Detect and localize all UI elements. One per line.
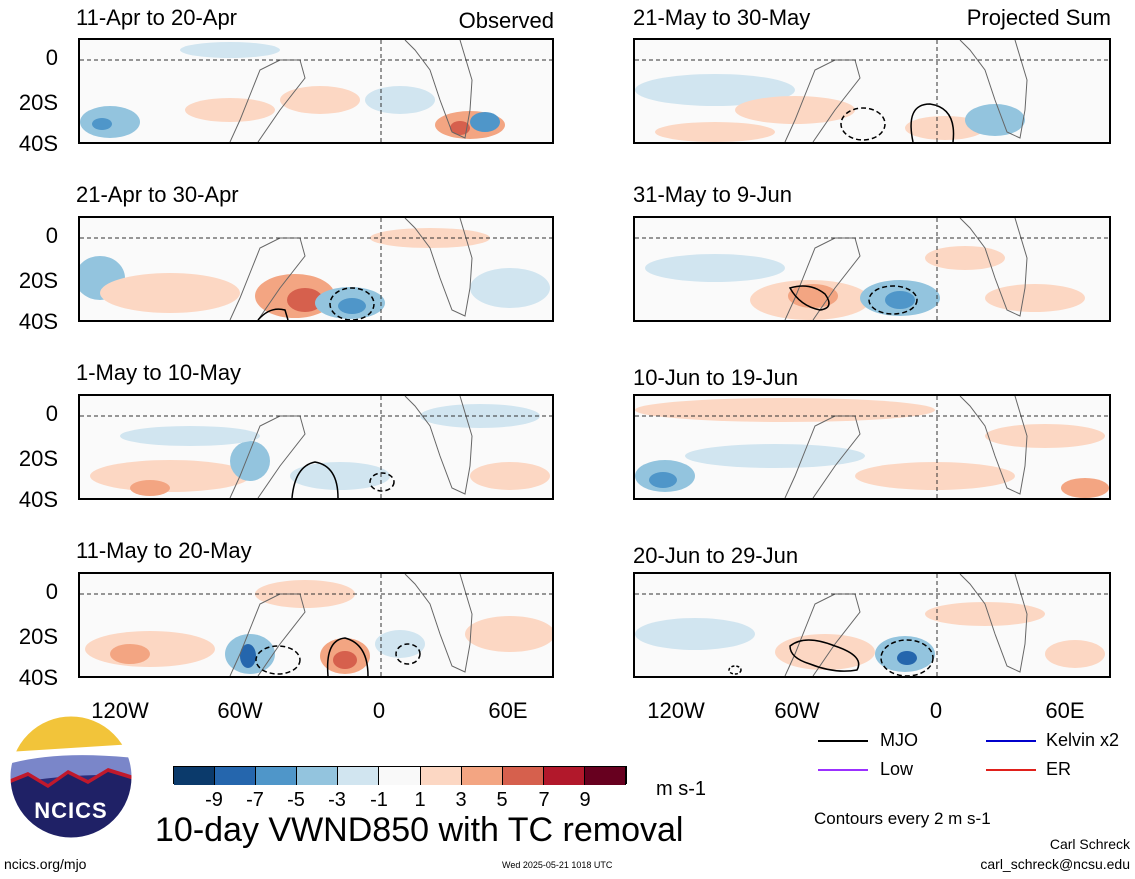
legend-label: ER (1046, 759, 1072, 779)
panel-title: 10-Jun to 19-Jun (633, 365, 799, 390)
colorbar-swatch (461, 767, 503, 785)
colorbar-swatch (543, 767, 585, 785)
lon-label: 60W (217, 698, 263, 723)
lon-label: 60E (1045, 698, 1085, 723)
colorbar-swatch (502, 767, 544, 785)
legend-label: Kelvin x2 (1046, 730, 1120, 750)
colorbar-swatch (297, 767, 339, 785)
map-panel (78, 38, 554, 144)
panel-title: 11-May to 20-May (76, 538, 252, 563)
lon-label: 0 (372, 698, 386, 723)
logo-text: NCICS (34, 798, 108, 823)
anomaly-map (635, 40, 1109, 142)
lat-label: 0 (45, 223, 58, 248)
panel-title: 1-May to 10-May (76, 360, 242, 385)
panel-title: 11-Apr to 20-Apr (76, 5, 238, 30)
legend-line-kelvin (986, 740, 1036, 742)
map-panel (633, 572, 1111, 678)
colorbar-tick: 9 (579, 789, 591, 811)
lat-label: 0 (45, 579, 58, 604)
map-panel (78, 394, 554, 500)
contours-note: Contours every 2 m s-1 (814, 809, 991, 828)
lon-label: 120W (647, 698, 705, 723)
lat-label: 20S (18, 446, 58, 471)
colorbar-swatch (256, 767, 298, 785)
lat-label: 40S (18, 487, 58, 512)
colorbar-swatch (174, 767, 216, 785)
anomaly-map (635, 396, 1109, 498)
lon-label: 60W (774, 698, 820, 723)
lon-label: 60E (488, 698, 528, 723)
colorbar-swatch (379, 767, 421, 785)
lat-label: 20S (18, 624, 58, 649)
colorbar-tick: 7 (538, 789, 550, 811)
anomaly-map (80, 574, 552, 676)
main-title: 10-day VWND850 with TC removal (155, 811, 684, 849)
anomaly-map (635, 574, 1109, 676)
lon-label: 120W (91, 698, 149, 723)
colorbar (173, 766, 627, 785)
colorbar-tick: -7 (246, 789, 264, 811)
panel-label-observed: Observed (458, 8, 554, 33)
anomaly-map (80, 218, 552, 320)
map-panel (633, 38, 1111, 144)
panel-label-projected: Projected Sum (966, 5, 1111, 30)
anomaly-map (80, 396, 552, 498)
panel-title: 21-May to 30-May (633, 5, 811, 30)
anomaly-map (635, 218, 1109, 320)
colorbar-tick: 3 (455, 789, 467, 811)
colorbar-tick: -9 (205, 789, 223, 811)
map-panel (78, 216, 554, 322)
legend-line-mjo (818, 740, 868, 742)
map-panel (633, 394, 1111, 500)
colorbar-swatch (338, 767, 380, 785)
lat-label: 0 (45, 45, 58, 70)
panel-title: 20-Jun to 29-Jun (633, 543, 799, 568)
colorbar-tick: 1 (414, 789, 426, 811)
footer-email[interactable]: carl_schreck@ncsu.edu (980, 856, 1130, 872)
colorbar-swatch (584, 767, 626, 785)
footer-author: Carl Schreck (1049, 836, 1130, 852)
lat-label: 0 (45, 401, 58, 426)
colorbar-tick: 5 (496, 789, 508, 811)
legend-line-er (986, 769, 1036, 771)
footer-url[interactable]: ncics.org/mjo (4, 856, 87, 872)
colorbar-tick: -1 (370, 789, 388, 811)
colorbar-units: m s-1 (656, 778, 706, 800)
lat-label: 20S (18, 268, 58, 293)
lat-label: 40S (18, 665, 58, 690)
colorbar-tick: -5 (287, 789, 305, 811)
legend-line-low (818, 769, 868, 771)
colorbar-swatch (420, 767, 462, 785)
lon-label: 0 (929, 698, 943, 723)
lat-label: 20S (18, 90, 58, 115)
legend-label: Low (880, 759, 914, 779)
map-panel (633, 216, 1111, 322)
footer-timestamp: Wed 2025-05-21 1018 UTC (502, 860, 613, 870)
lat-label: 40S (18, 131, 58, 156)
panel-title: 31-May to 9-Jun (633, 182, 792, 207)
anomaly-map (80, 40, 552, 142)
panel-title: 21-Apr to 30-Apr (76, 182, 239, 207)
map-panel (78, 572, 554, 678)
colorbar-tick: -3 (328, 789, 346, 811)
lat-label: 40S (18, 309, 58, 334)
legend-label: MJO (880, 730, 918, 750)
ncics-logo: NCICS (8, 714, 134, 840)
colorbar-swatch (215, 767, 257, 785)
